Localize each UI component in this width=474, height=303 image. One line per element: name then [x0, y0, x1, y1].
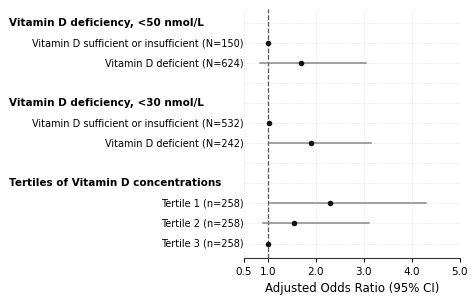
Text: Tertile 3 (n=258): Tertile 3 (n=258): [161, 238, 244, 248]
Text: Vitamin D sufficient or insufficient (N=150): Vitamin D sufficient or insufficient (N=…: [32, 38, 244, 48]
Text: Tertile 1 (n=258): Tertile 1 (n=258): [161, 198, 244, 208]
Text: Tertile 2 (n=258): Tertile 2 (n=258): [161, 218, 244, 228]
Text: Vitamin D deficiency, <50 nmol/L: Vitamin D deficiency, <50 nmol/L: [9, 18, 204, 28]
Text: Tertiles of Vitamin D concentrations: Tertiles of Vitamin D concentrations: [9, 178, 222, 188]
X-axis label: Adjusted Odds Ratio (95% CI): Adjusted Odds Ratio (95% CI): [264, 282, 439, 295]
Text: Vitamin D deficient (N=242): Vitamin D deficient (N=242): [105, 138, 244, 148]
Text: Vitamin D sufficient or insufficient (N=532): Vitamin D sufficient or insufficient (N=…: [32, 118, 244, 128]
Text: Vitamin D deficient (N=624): Vitamin D deficient (N=624): [105, 58, 244, 68]
Text: Vitamin D deficiency, <30 nmol/L: Vitamin D deficiency, <30 nmol/L: [9, 98, 204, 108]
